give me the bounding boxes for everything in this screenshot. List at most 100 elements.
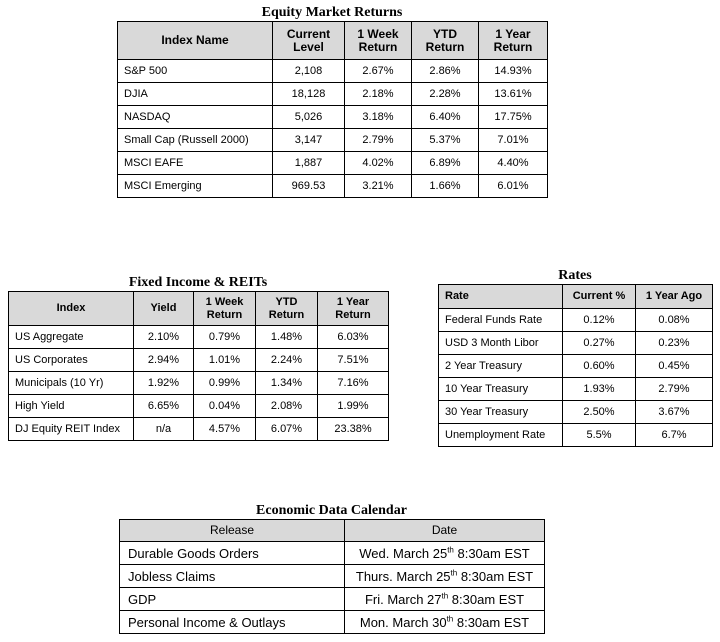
table-cell: 2.79%: [344, 128, 412, 152]
table-cell: 0.79%: [193, 325, 256, 349]
table-cell: 6.7%: [635, 423, 713, 447]
table-header-row: Index Yield 1 Week Return YTD Return 1 Y…: [8, 291, 389, 326]
table-row: S&P 500 2,108 2.67% 2.86% 14.93%: [117, 59, 548, 83]
column-header: Current Level: [272, 21, 345, 60]
table-cell: 2.28%: [411, 82, 479, 106]
rate-name: 30 Year Treasury: [438, 400, 563, 424]
column-header: 1 Week Return: [344, 21, 412, 60]
equity-returns-section: Equity Market Returns Index Name Current…: [117, 4, 548, 198]
table-cell: 4.40%: [478, 151, 548, 175]
rates-table: Rate Current % 1 Year Ago Federal Funds …: [438, 284, 713, 447]
index-name: S&P 500: [117, 59, 273, 83]
table-row: MSCI Emerging 969.53 3.21% 1.66% 6.01%: [117, 174, 548, 198]
table-cell: 6.07%: [255, 417, 318, 441]
rates-section: Rates Rate Current % 1 Year Ago Federal …: [438, 267, 713, 447]
table-row: 2 Year Treasury 0.60% 0.45%: [438, 354, 713, 378]
table-cell: 2.50%: [562, 400, 636, 424]
table-row: NASDAQ 5,026 3.18% 6.40% 17.75%: [117, 105, 548, 129]
table-cell: 3,147: [272, 128, 345, 152]
equity-returns-table: Index Name Current Level 1 Week Return Y…: [117, 21, 548, 198]
index-name: DJ Equity REIT Index: [8, 417, 134, 441]
release-date: Thurs. March 25th 8:30am EST: [344, 564, 545, 588]
table-row: Jobless Claims Thurs. March 25th 8:30am …: [119, 564, 545, 588]
table-cell: 0.04%: [193, 394, 256, 418]
table-cell: 6.03%: [317, 325, 389, 349]
table-cell: 1.92%: [133, 371, 194, 395]
table-row: DJ Equity REIT Index n/a 4.57% 6.07% 23.…: [8, 417, 389, 441]
economic-calendar-title: Economic Data Calendar: [256, 503, 407, 518]
table-cell: 1.48%: [255, 325, 318, 349]
table-header-row: Index Name Current Level 1 Week Return Y…: [117, 21, 548, 60]
table-cell: 4.02%: [344, 151, 412, 175]
table-row: 30 Year Treasury 2.50% 3.67%: [438, 400, 713, 424]
table-cell: 969.53: [272, 174, 345, 198]
column-header: YTD Return: [255, 291, 318, 326]
index-name: DJIA: [117, 82, 273, 106]
table-cell: 2.79%: [635, 377, 713, 401]
table-cell: 2.18%: [344, 82, 412, 106]
table-cell: 3.67%: [635, 400, 713, 424]
table-cell: 2.86%: [411, 59, 479, 83]
table-cell: 1.01%: [193, 348, 256, 372]
table-cell: 13.61%: [478, 82, 548, 106]
economic-calendar-table: Release Date Durable Goods Orders Wed. M…: [119, 519, 545, 634]
table-cell: 6.01%: [478, 174, 548, 198]
table-cell: 4.57%: [193, 417, 256, 441]
table-cell: 0.45%: [635, 354, 713, 378]
table-cell: 6.40%: [411, 105, 479, 129]
table-cell: 0.08%: [635, 308, 713, 332]
column-header: Release: [119, 519, 345, 542]
column-header: Rate: [438, 284, 563, 309]
table-cell: 5.5%: [562, 423, 636, 447]
table-cell: 17.75%: [478, 105, 548, 129]
table-cell: 5.37%: [411, 128, 479, 152]
table-row: USD 3 Month Libor 0.27% 0.23%: [438, 331, 713, 355]
table-cell: 1.99%: [317, 394, 389, 418]
column-header: 1 Year Ago: [635, 284, 713, 309]
rate-name: 2 Year Treasury: [438, 354, 563, 378]
rate-name: Unemployment Rate: [438, 423, 563, 447]
table-cell: 2.10%: [133, 325, 194, 349]
table-row: 10 Year Treasury 1.93% 2.79%: [438, 377, 713, 401]
fixed-income-section: Fixed Income & REITs Index Yield 1 Week …: [8, 274, 389, 441]
table-header-row: Rate Current % 1 Year Ago: [438, 284, 713, 309]
table-row: Federal Funds Rate 0.12% 0.08%: [438, 308, 713, 332]
release-date: Wed. March 25th 8:30am EST: [344, 541, 545, 565]
index-name: US Corporates: [8, 348, 134, 372]
table-row: Small Cap (Russell 2000) 3,147 2.79% 5.3…: [117, 128, 548, 152]
column-header: Yield: [133, 291, 194, 326]
table-row: Durable Goods Orders Wed. March 25th 8:3…: [119, 541, 545, 565]
table-cell: n/a: [133, 417, 194, 441]
table-cell: 7.01%: [478, 128, 548, 152]
table-cell: 0.99%: [193, 371, 256, 395]
column-header: Current %: [562, 284, 636, 309]
table-row: High Yield 6.65% 0.04% 2.08% 1.99%: [8, 394, 389, 418]
table-cell: 5,026: [272, 105, 345, 129]
index-name: MSCI Emerging: [117, 174, 273, 198]
table-row: MSCI EAFE 1,887 4.02% 6.89% 4.40%: [117, 151, 548, 175]
index-name: US Aggregate: [8, 325, 134, 349]
release-name: GDP: [119, 587, 345, 611]
table-row: US Corporates 2.94% 1.01% 2.24% 7.51%: [8, 348, 389, 372]
table-cell: 14.93%: [478, 59, 548, 83]
table-cell: 1.66%: [411, 174, 479, 198]
column-header: YTD Return: [411, 21, 479, 60]
index-name: MSCI EAFE: [117, 151, 273, 175]
table-header-row: Release Date: [119, 519, 545, 542]
rate-name: Federal Funds Rate: [438, 308, 563, 332]
table-cell: 2.94%: [133, 348, 194, 372]
release-date: Fri. March 27th 8:30am EST: [344, 587, 545, 611]
table-cell: 1,887: [272, 151, 345, 175]
release-name: Personal Income & Outlays: [119, 610, 345, 634]
column-header: 1 Year Return: [317, 291, 389, 326]
column-header: Date: [344, 519, 545, 542]
table-cell: 6.65%: [133, 394, 194, 418]
table-cell: 6.89%: [411, 151, 479, 175]
table-row: Municipals (10 Yr) 1.92% 0.99% 1.34% 7.1…: [8, 371, 389, 395]
table-cell: 0.27%: [562, 331, 636, 355]
rate-name: USD 3 Month Libor: [438, 331, 563, 355]
table-cell: 2,108: [272, 59, 345, 83]
table-cell: 7.16%: [317, 371, 389, 395]
rates-title: Rates: [558, 268, 592, 283]
table-cell: 3.21%: [344, 174, 412, 198]
